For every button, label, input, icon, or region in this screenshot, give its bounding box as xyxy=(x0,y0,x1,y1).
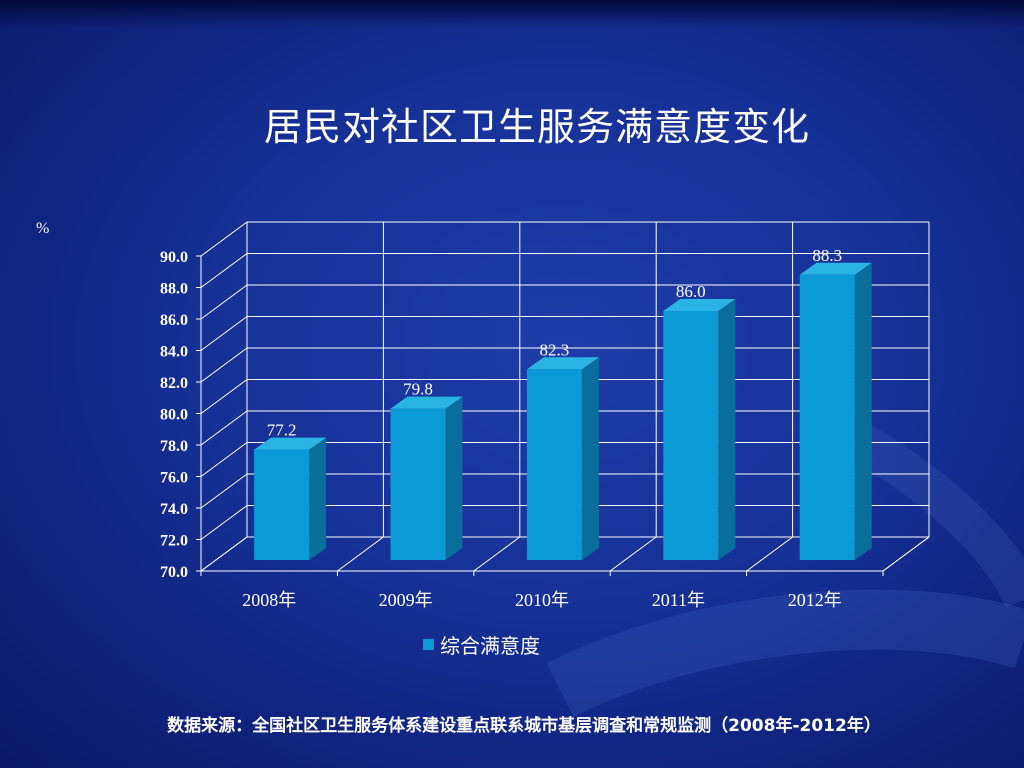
side-gridline xyxy=(200,442,248,477)
legend: 综合满意度 xyxy=(423,630,540,659)
bar-value-label: 88.3 xyxy=(812,246,842,265)
y-tick-label: 72.0 xyxy=(160,533,188,550)
bar xyxy=(663,311,719,560)
bar xyxy=(526,369,582,560)
bar xyxy=(254,449,310,560)
x-tick-label: 2009年 xyxy=(379,590,433,610)
y-tick-label: 78.0 xyxy=(160,438,188,455)
y-tick-label: 88.0 xyxy=(160,281,188,298)
bar-side xyxy=(718,299,736,560)
floor-divider xyxy=(746,536,793,572)
bar-value-label: 86.0 xyxy=(676,282,706,301)
bar-top xyxy=(254,437,327,450)
bar-side xyxy=(581,357,599,560)
floor-divider xyxy=(609,536,657,572)
y-tick-label: 70.0 xyxy=(160,564,188,581)
bar xyxy=(799,274,855,560)
side-gridline xyxy=(200,253,248,288)
x-tick-label: 2012年 xyxy=(788,590,842,610)
y-axis-unit: % xyxy=(36,220,50,237)
bar-side xyxy=(309,437,327,560)
bar-side xyxy=(854,262,872,560)
side-gridline xyxy=(200,284,248,320)
legend-label: 综合满意度 xyxy=(440,634,540,658)
side-gridline xyxy=(200,505,248,540)
x-tick-label: 2010年 xyxy=(515,590,569,610)
y-tick-label: 86.0 xyxy=(160,312,188,329)
bar-top xyxy=(663,299,736,311)
bar-value-label: 82.3 xyxy=(540,340,570,359)
bar-top xyxy=(390,396,463,409)
side-gridline xyxy=(200,410,248,446)
bar-top xyxy=(526,357,599,370)
side-gridline xyxy=(200,221,248,257)
floor-divider xyxy=(882,536,930,572)
bar-chart: 70.0 72.0 74.0 76.0 78.0 80.0 82.0 84.0 86.0 88.0… xyxy=(160,221,930,610)
floor-divider xyxy=(473,536,521,572)
legend-swatch xyxy=(423,639,434,650)
floor-divider xyxy=(200,536,248,572)
slide-title: 居民对社区卫生服务满意度变化 xyxy=(263,105,810,149)
side-gridline xyxy=(200,316,248,351)
floor-divider xyxy=(337,536,384,572)
y-tick-label: 80.0 xyxy=(160,407,188,424)
y-tick-label: 84.0 xyxy=(160,344,188,361)
y-tick-label: 76.0 xyxy=(160,470,188,487)
x-tick-label: 2011年 xyxy=(652,590,705,610)
bar-side xyxy=(445,396,463,560)
y-tick-label: 82.0 xyxy=(160,375,188,392)
bar-value-label: 77.2 xyxy=(267,421,297,440)
data-source-note: 数据来源：全国社区卫生服务体系建设重点联系城市基层调查和常规监测（2008年-2… xyxy=(167,716,881,736)
bar-value-label: 79.8 xyxy=(403,380,433,399)
bar-top xyxy=(799,262,872,275)
x-tick-label: 2008年 xyxy=(242,590,296,610)
top-shadow-bar xyxy=(0,0,1024,28)
side-gridline xyxy=(200,379,248,414)
y-tick-label: 74.0 xyxy=(160,501,188,518)
side-gridline xyxy=(200,347,248,383)
side-gridline xyxy=(200,473,248,509)
bar xyxy=(390,408,446,560)
y-tick-label: 90.0 xyxy=(160,249,188,266)
